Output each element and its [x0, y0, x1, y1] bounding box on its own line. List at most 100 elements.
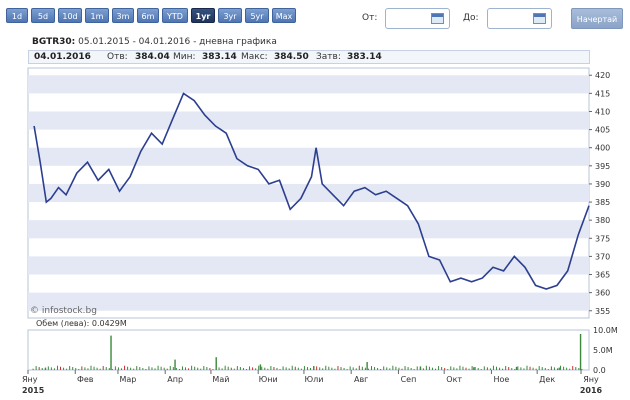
volume-bar — [579, 334, 582, 370]
draw-button[interactable]: Начертай — [571, 8, 623, 29]
x-tick-label: Май — [212, 375, 229, 384]
period-button-6m[interactable]: 6m — [137, 8, 159, 23]
volume-bar — [178, 369, 180, 370]
volume-bar — [32, 368, 34, 370]
volume-bar — [245, 369, 247, 370]
info-date: 04.01.2016 — [34, 52, 91, 62]
watermark: © infostock.bg — [30, 306, 97, 316]
volume-bar — [99, 368, 101, 370]
volume-bar — [515, 366, 518, 370]
to-label: До: — [463, 13, 479, 23]
volume-bar — [558, 367, 560, 370]
period-button-5yr[interactable]: 5yr — [245, 8, 269, 23]
volume-tick-label: 0.0 — [593, 366, 606, 375]
volume-bar — [38, 367, 40, 370]
volume-bar — [465, 367, 467, 370]
period-button-3yr[interactable]: 3yr — [218, 8, 242, 23]
volume-bar — [422, 368, 424, 370]
volume-bar — [550, 366, 552, 370]
volume-bar — [435, 368, 437, 370]
volume-bar — [556, 368, 558, 370]
period-button-1d[interactable]: 1d — [6, 8, 28, 23]
x-tick-year-label: 2016 — [580, 386, 603, 395]
volume-bar — [508, 367, 510, 370]
volume-bar — [288, 368, 290, 370]
volume-bar — [69, 366, 71, 370]
volume-bar — [407, 367, 409, 370]
volume-bar — [474, 367, 476, 370]
volume-bar — [514, 369, 516, 370]
volume-bar — [212, 369, 214, 370]
from-date-input[interactable] — [385, 8, 450, 29]
volume-bar — [572, 366, 574, 370]
toolbar: 1d 5d 10d 1m 3m 6m YTD 1yr 3yr 5yr Max От: До: Нач… — [0, 0, 630, 34]
volume-bar — [489, 368, 491, 370]
volume-bar — [261, 366, 263, 370]
period-button-1m[interactable]: 1m — [85, 8, 109, 23]
volume-bar — [450, 366, 452, 370]
chart-title: BGTR30: 05.01.2015 - 04.01.2016 - дневна… — [32, 37, 277, 47]
volume-bar — [526, 365, 528, 370]
volume-bar — [185, 367, 187, 370]
volume-bar — [221, 368, 223, 370]
x-tick-label: Мар — [119, 375, 136, 384]
volume-bar — [108, 368, 110, 370]
open-label: Отв: — [107, 52, 128, 62]
volume-bar — [563, 366, 565, 370]
volume-bar — [532, 367, 534, 370]
period-button-max[interactable]: Max — [272, 8, 296, 23]
period-button-10d[interactable]: 10d — [58, 8, 82, 23]
to-date-input[interactable] — [487, 8, 552, 29]
close-label: Затв: — [316, 52, 341, 62]
volume-bar — [447, 369, 449, 370]
volume-bar — [319, 367, 321, 370]
calendar-icon[interactable] — [431, 13, 444, 24]
volume-bar — [148, 366, 150, 370]
period-button-3m[interactable]: 3m — [112, 8, 134, 23]
volume-bar — [282, 366, 284, 370]
volume-bar — [105, 367, 107, 370]
calendar-icon[interactable] — [533, 13, 546, 24]
volume-bar — [273, 367, 275, 370]
volume-bar — [291, 365, 293, 370]
volume-bar — [87, 368, 89, 370]
volume-bar — [477, 368, 479, 370]
volume-bar — [239, 367, 241, 370]
y-tick-label: 355 — [595, 307, 610, 316]
volume-bar — [197, 367, 199, 370]
period-button-ytd[interactable]: YTD — [162, 8, 188, 23]
volume-bar — [496, 366, 498, 370]
volume-bar — [473, 367, 475, 370]
y-tick-label: 395 — [595, 162, 610, 171]
volume-bar — [367, 368, 369, 370]
period-button-1yr[interactable]: 1yr — [191, 8, 215, 23]
volume-bar — [334, 368, 336, 370]
volume-area — [27, 329, 590, 371]
volume-bar — [136, 366, 138, 370]
volume-bar — [346, 369, 348, 370]
volume-bar — [139, 367, 141, 370]
volume-bar — [328, 366, 330, 370]
volume-bar — [468, 368, 470, 370]
volume-bar — [578, 368, 580, 370]
volume-bar — [255, 368, 257, 370]
volume-bar — [431, 367, 433, 370]
volume-bar — [145, 369, 147, 370]
volume-bar — [486, 367, 488, 370]
volume-bar — [110, 335, 112, 370]
volume-bar — [456, 368, 458, 370]
volume-bar — [389, 368, 391, 370]
volume-bar — [416, 366, 418, 370]
volume-bar — [209, 368, 211, 370]
x-tick-label: Фев — [77, 375, 94, 384]
volume-bar — [96, 367, 98, 370]
volume-bar — [303, 366, 305, 370]
period-button-5d[interactable]: 5d — [31, 8, 55, 23]
grid-band — [28, 111, 589, 130]
volume-bar — [352, 367, 354, 370]
volume-bar — [35, 366, 37, 370]
volume-bar — [172, 367, 174, 370]
x-tick-label: Юли — [304, 375, 323, 384]
volume-bar — [75, 368, 77, 370]
volume-bar — [374, 367, 376, 370]
